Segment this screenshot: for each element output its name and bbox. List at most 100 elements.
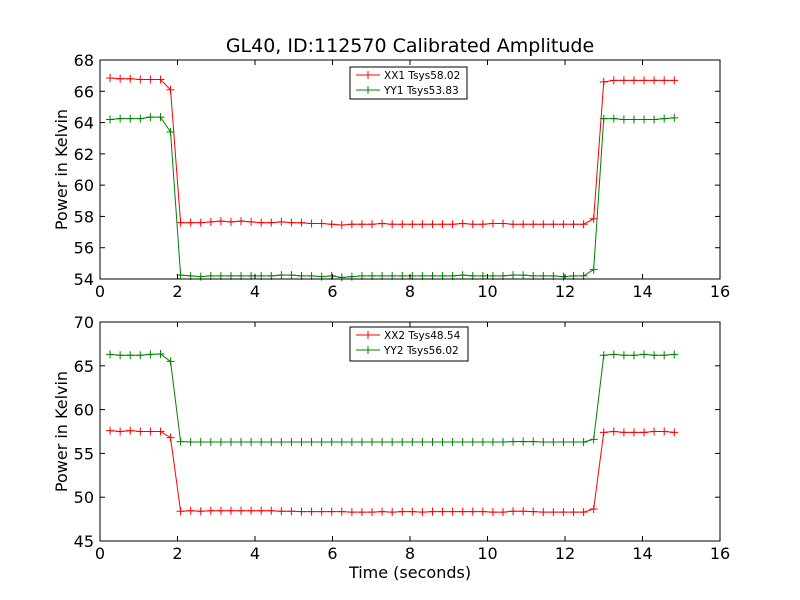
data-point — [619, 351, 628, 360]
data-point — [307, 438, 316, 447]
data-point — [126, 351, 135, 360]
data-point — [126, 74, 135, 83]
data-point — [277, 438, 286, 447]
data-point — [327, 438, 336, 447]
data-point — [509, 437, 518, 446]
y-axis-label: Power in Kelvin — [52, 371, 71, 492]
data-point — [327, 220, 336, 229]
data-point — [226, 506, 235, 515]
legend-swatch-marker — [364, 71, 372, 79]
legend-entry-label: XX1 Tsys58.02 — [384, 70, 460, 82]
data-point — [267, 438, 276, 447]
data-point — [619, 428, 628, 437]
data-point — [589, 265, 598, 274]
x-tick-label: 16 — [710, 282, 730, 301]
data-point — [398, 507, 407, 516]
data-point — [458, 507, 467, 516]
data-point — [116, 74, 125, 83]
data-point — [116, 351, 125, 360]
data-point — [166, 85, 175, 94]
y-tick-label: 64 — [74, 114, 94, 133]
data-point — [569, 220, 578, 229]
x-tick-label: 12 — [555, 544, 575, 563]
data-point — [196, 507, 205, 516]
data-point — [589, 214, 598, 223]
data-point — [247, 506, 256, 515]
data-point — [136, 114, 145, 123]
data-point — [347, 438, 356, 447]
data-point — [216, 438, 225, 447]
data-point — [206, 506, 215, 515]
data-point — [297, 507, 306, 516]
x-tick-label: 0 — [95, 282, 105, 301]
data-point — [166, 357, 175, 366]
data-point — [156, 427, 165, 436]
data-point — [267, 218, 276, 227]
data-point — [237, 217, 246, 226]
data-point — [478, 220, 487, 229]
data-point — [579, 438, 588, 447]
data-point — [347, 220, 356, 229]
data-point — [519, 271, 528, 280]
data-point — [317, 219, 326, 228]
data-point — [176, 218, 185, 227]
data-point — [337, 507, 346, 516]
data-point — [438, 220, 447, 229]
y-tick-label: 45 — [74, 532, 94, 551]
data-point — [629, 76, 638, 85]
data-point — [438, 438, 447, 447]
legend-entry-label: XX2 Tsys48.54 — [384, 330, 461, 342]
data-point — [569, 508, 578, 517]
data-point — [670, 428, 679, 437]
x-tick-label: 2 — [172, 544, 182, 563]
y-tick-label: 56 — [74, 239, 94, 258]
data-point — [196, 438, 205, 447]
data-point — [277, 217, 286, 226]
data-point — [257, 506, 266, 515]
data-point — [156, 75, 165, 84]
data-point — [499, 219, 507, 228]
data-point — [357, 438, 366, 447]
data-point — [247, 217, 256, 226]
data-point — [448, 507, 457, 516]
x-tick-label: 6 — [327, 282, 337, 301]
data-point — [206, 217, 215, 226]
data-point — [146, 350, 155, 359]
y-tick-label: 60 — [74, 176, 94, 195]
data-point — [287, 218, 296, 227]
data-point — [569, 438, 578, 447]
data-point — [126, 114, 135, 123]
data-point — [640, 115, 649, 124]
data-point — [156, 349, 165, 358]
data-point — [408, 507, 417, 516]
y-tick-label: 68 — [74, 51, 94, 70]
data-point — [378, 438, 387, 447]
data-point — [156, 113, 165, 122]
data-point — [418, 220, 427, 229]
data-point — [368, 220, 377, 229]
data-point — [287, 507, 296, 516]
data-point — [408, 438, 417, 447]
data-point — [106, 426, 115, 435]
data-point — [529, 220, 538, 229]
data-point — [428, 220, 437, 229]
legend-entry-label: YY2 Tsys56.02 — [383, 345, 459, 357]
data-point — [650, 427, 659, 436]
data-point — [629, 115, 638, 124]
chart-title: GL40, ID:112570 Calibrated Amplitude — [226, 35, 594, 57]
data-point — [609, 427, 618, 436]
data-point — [388, 438, 397, 447]
data-point — [559, 438, 568, 447]
series-line-1-1 — [110, 77, 675, 226]
data-point — [509, 507, 518, 516]
series-line-1-2 — [110, 116, 675, 278]
data-point — [619, 115, 628, 124]
data-point — [176, 437, 185, 446]
data-point — [488, 508, 497, 517]
data-point — [549, 438, 558, 447]
data-point — [589, 435, 598, 444]
data-point — [670, 350, 679, 359]
data-point — [509, 271, 518, 280]
x-tick-label: 2 — [172, 282, 182, 301]
